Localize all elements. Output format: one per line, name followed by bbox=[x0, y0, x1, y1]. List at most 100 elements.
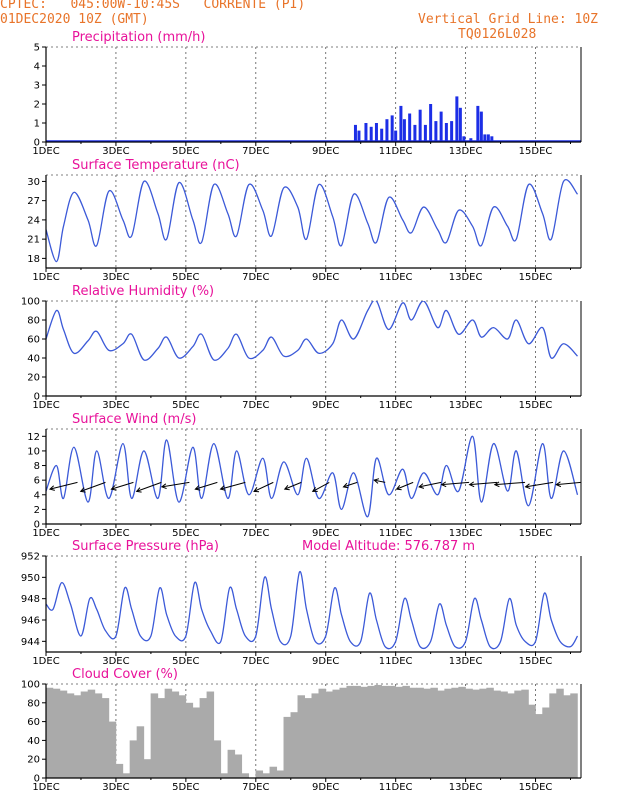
y-tick-label: 27 bbox=[27, 196, 40, 207]
x-tick-label: 11DEC bbox=[379, 146, 413, 157]
panel-5: 944 946 948 950 952 1DEC 3DEC 5DEC 7DEC 9DEC 11DEC… bbox=[21, 539, 582, 667]
x-tick-label: 3DEC bbox=[102, 528, 129, 539]
x-tick-label: 7DEC bbox=[242, 146, 269, 157]
bar bbox=[429, 104, 433, 142]
x-tick-label: 9DEC bbox=[312, 528, 339, 539]
panel-6: 0 20 40 60 80 100 1DEC 3DEC 5DEC 7DEC 9DEC 11DEC 13D… bbox=[21, 667, 582, 793]
x-tick-label: 5DEC bbox=[172, 146, 199, 157]
panel-1: 0 1 2 3 4 5 1DEC 3DEC 5DEC 7DEC 9DEC 11DEC 13DEC 15DE… bbox=[32, 30, 582, 157]
arrow-shaft bbox=[312, 481, 330, 492]
y-tick-label: 100 bbox=[21, 297, 40, 308]
y-tick-label: 60 bbox=[27, 335, 40, 346]
bar bbox=[192, 707, 201, 778]
panel-title: Precipitation (mm/h) bbox=[72, 30, 205, 45]
x-tick-label: 15DEC bbox=[519, 272, 553, 283]
bar bbox=[444, 123, 448, 142]
bar bbox=[269, 766, 278, 778]
x-tick-label: 3DEC bbox=[102, 782, 129, 793]
bar bbox=[486, 134, 490, 142]
y-tick-label: 12 bbox=[27, 432, 40, 443]
series-line bbox=[46, 571, 579, 650]
bar bbox=[143, 759, 152, 778]
y-tick-label: 18 bbox=[27, 254, 40, 265]
arrow-shaft bbox=[49, 481, 78, 490]
y-tick-label: 30 bbox=[27, 177, 40, 188]
x-tick-label: 1DEC bbox=[32, 656, 59, 667]
arrow-head bbox=[418, 483, 425, 489]
x-tick-label: 15DEC bbox=[519, 400, 553, 411]
y-tick-label: 2 bbox=[34, 100, 40, 111]
bar bbox=[399, 105, 403, 142]
bar bbox=[395, 686, 403, 778]
arrow-shaft bbox=[441, 481, 470, 486]
y-tick-label: 80 bbox=[27, 698, 40, 709]
arrow-shaft bbox=[494, 481, 526, 486]
bar bbox=[80, 691, 89, 778]
x-tick-label: 5DEC bbox=[172, 656, 199, 667]
bar bbox=[122, 773, 131, 778]
y-tick-label: 952 bbox=[21, 552, 40, 563]
bar bbox=[437, 690, 445, 778]
wind-arrow bbox=[395, 481, 414, 491]
bar bbox=[469, 138, 473, 142]
bar bbox=[549, 693, 557, 778]
bar bbox=[206, 691, 215, 778]
x-tick-label: 5DEC bbox=[172, 272, 199, 283]
bar bbox=[455, 96, 459, 142]
arrow-shaft bbox=[556, 481, 582, 486]
y-tick-label: 950 bbox=[21, 573, 40, 584]
wind-arrow bbox=[79, 481, 106, 493]
wind-arrow bbox=[440, 481, 470, 488]
y-tick-label: 1 bbox=[34, 119, 40, 130]
bar bbox=[402, 119, 406, 142]
arrow-head bbox=[219, 485, 226, 491]
y-tick-label: 0 bbox=[34, 138, 40, 149]
bar bbox=[150, 693, 159, 778]
arrow-shaft bbox=[419, 481, 442, 488]
bar bbox=[234, 754, 243, 778]
bar bbox=[444, 688, 452, 778]
arrow-head bbox=[79, 487, 86, 493]
bar bbox=[483, 134, 487, 142]
panel-4: 0 2 4 6 8 10 12 1DEC 3DEC 5DEC 7DEC 9DEC 11DEC 13DEC 1… bbox=[27, 412, 582, 539]
wind-arrow bbox=[135, 481, 162, 493]
wind-arrow bbox=[110, 481, 134, 491]
x-tick-label: 13DEC bbox=[449, 656, 483, 667]
arrow-head bbox=[48, 485, 55, 491]
x-tick-label: 3DEC bbox=[102, 272, 129, 283]
y-tick-label: 20 bbox=[27, 755, 40, 766]
wind-arrow bbox=[524, 481, 554, 490]
grid-note: Vertical Grid Line: 10Z bbox=[418, 12, 599, 27]
bar bbox=[374, 123, 378, 142]
arrow-head bbox=[395, 484, 402, 491]
y-tick-label: 21 bbox=[27, 235, 40, 246]
y-tick-label: 5 bbox=[34, 43, 40, 54]
x-tick-label: 7DEC bbox=[242, 528, 269, 539]
bar bbox=[409, 687, 417, 778]
bar bbox=[101, 698, 110, 778]
bar bbox=[416, 687, 424, 778]
bar bbox=[528, 704, 536, 778]
model-code: TQ0126L028 bbox=[458, 27, 537, 42]
bar bbox=[430, 687, 438, 778]
x-tick-label: 11DEC bbox=[379, 656, 413, 667]
bar bbox=[476, 105, 480, 142]
bar bbox=[227, 749, 236, 778]
bar bbox=[262, 773, 271, 778]
x-tick-label: 11DEC bbox=[379, 272, 413, 283]
arrow-shaft bbox=[525, 481, 554, 488]
bar bbox=[390, 115, 394, 142]
wind-arrow bbox=[468, 481, 498, 488]
arrow-head bbox=[342, 482, 349, 489]
wind-arrow bbox=[493, 481, 526, 488]
y-tick-label: 10 bbox=[27, 446, 40, 457]
wind-arrow bbox=[418, 481, 442, 489]
bar bbox=[360, 686, 368, 778]
bar bbox=[220, 773, 229, 778]
arrow-shaft bbox=[374, 479, 386, 483]
arrow-shaft bbox=[396, 481, 414, 490]
y-tick-label: 24 bbox=[27, 215, 40, 226]
panel-title: Cloud Cover (%) bbox=[72, 667, 178, 682]
arrow-head bbox=[253, 487, 260, 493]
